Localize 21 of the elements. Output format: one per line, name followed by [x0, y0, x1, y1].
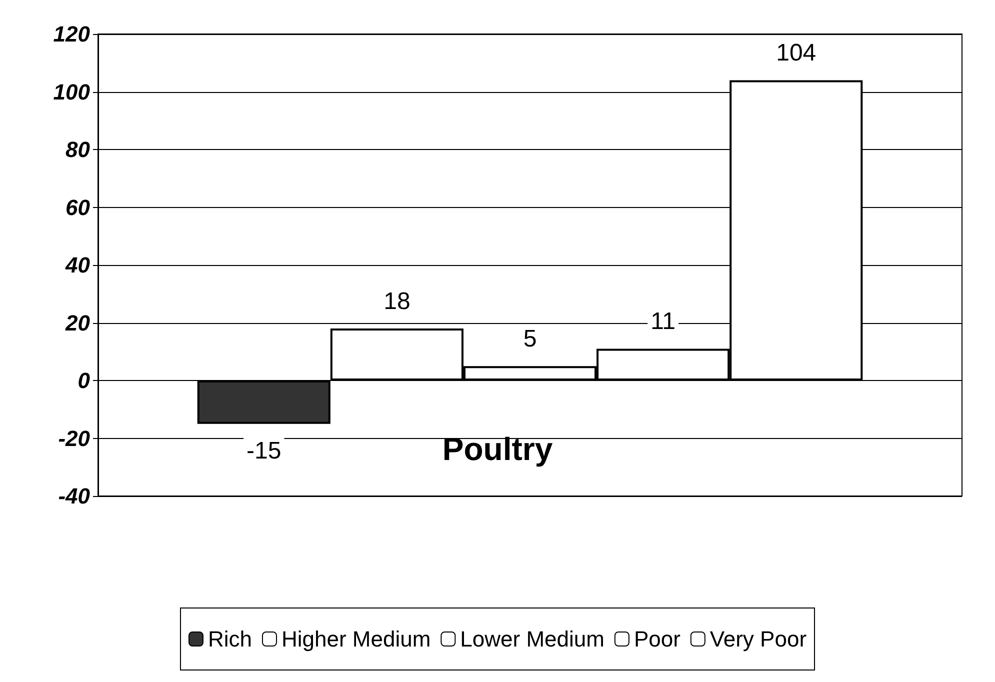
data-label: 5 [523, 326, 537, 353]
y-tick-label: 100 [53, 79, 91, 104]
bar [197, 380, 330, 424]
legend-label: Higher Medium [281, 626, 431, 652]
y-tick-label: -20 [58, 426, 91, 451]
legend-label: Poor [634, 626, 680, 652]
data-label: -15 [246, 437, 282, 464]
y-tick-label: 20 [64, 310, 91, 336]
legend-label: Very Poor [710, 626, 807, 652]
data-label: 18 [384, 288, 410, 316]
legend-label: Rich [208, 626, 252, 652]
y-tick-label: 60 [66, 194, 91, 220]
y-tick-label: -40 [58, 484, 91, 508]
legend-label: Lower Medium [460, 626, 604, 652]
y-tick-label: 120 [53, 22, 91, 46]
y-tick-label: 40 [64, 252, 91, 278]
data-label: 11 [650, 308, 676, 336]
y-tick-label: 0 [78, 368, 91, 393]
text: Poultry [442, 431, 553, 467]
data-label: 104 [776, 40, 816, 67]
y-tick-label: 80 [66, 137, 91, 162]
